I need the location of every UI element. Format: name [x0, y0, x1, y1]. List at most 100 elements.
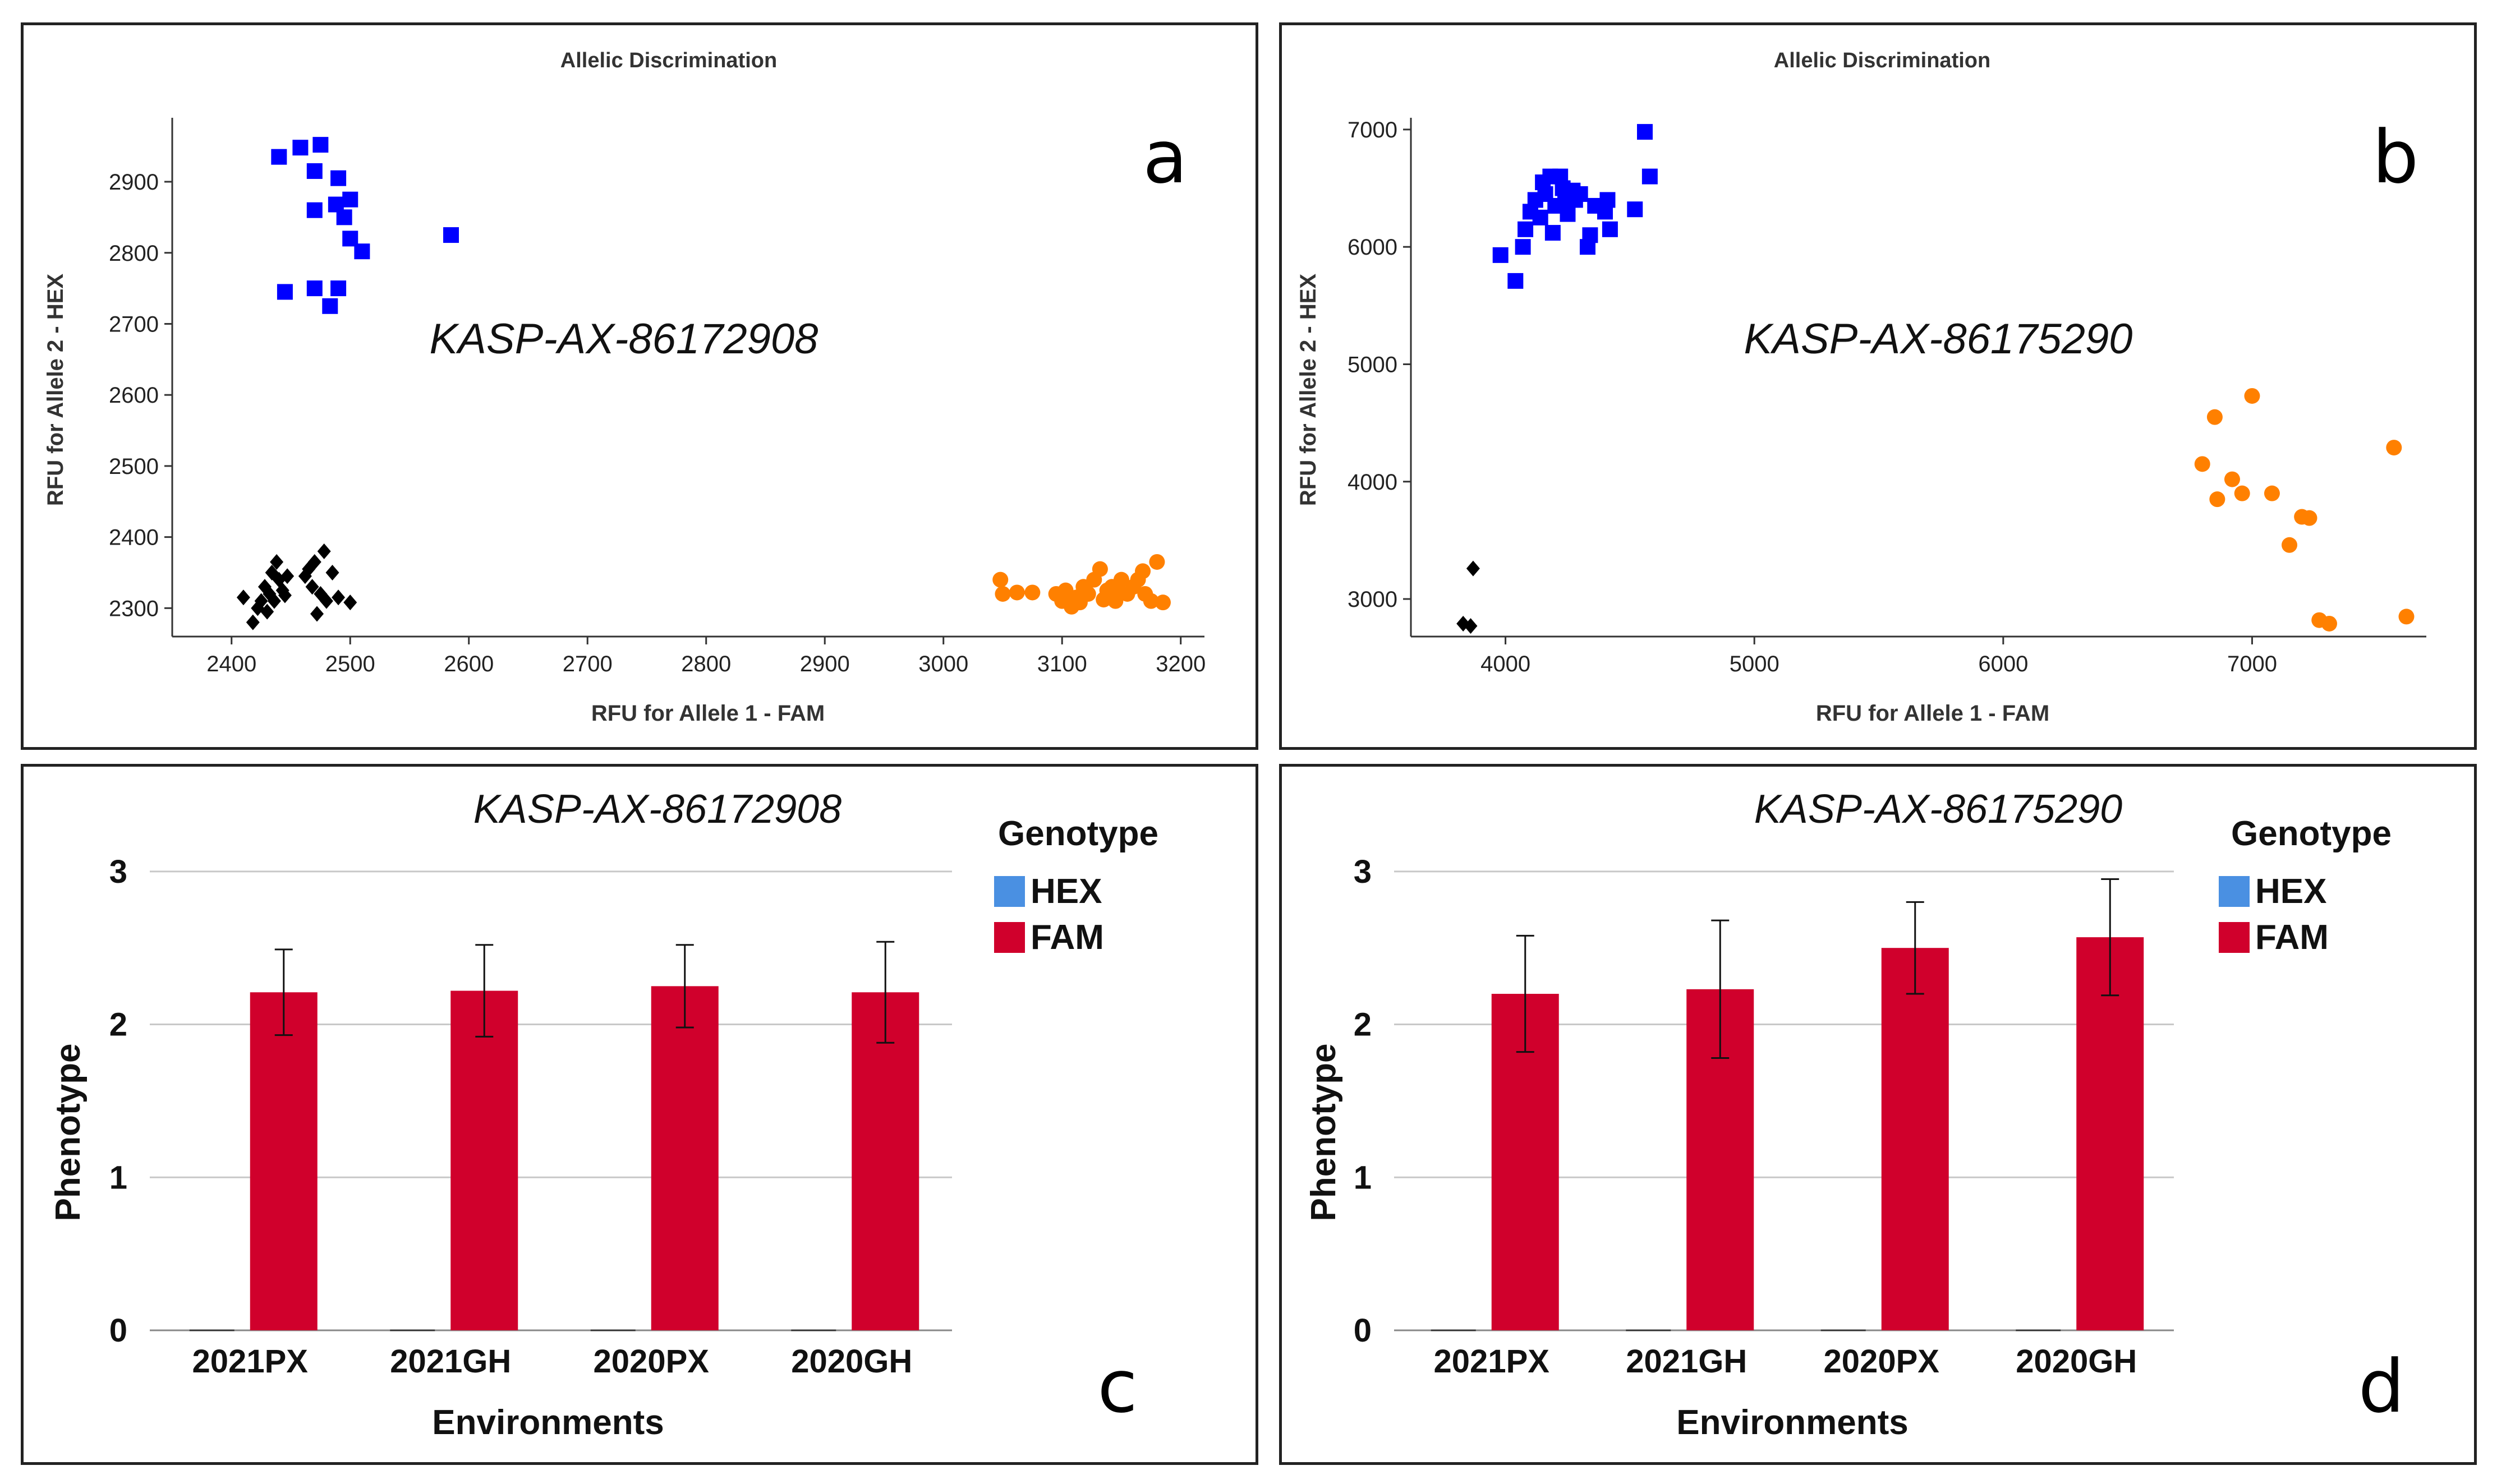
x-tick-label: 2500	[325, 652, 375, 676]
x-tick-label: 2900	[800, 652, 850, 676]
panel-letter: a	[1143, 114, 1188, 200]
fam-point	[2321, 615, 2337, 632]
panel-c-bar: KASP-AX-86172908 0 1 2 3 2021PX 2021GH 2020PX 2…	[21, 764, 1258, 1465]
fam-point	[2398, 609, 2415, 625]
scatter-chart-b: Allelic Discrimination 4000 5000 6000 7000 3…	[1296, 49, 2426, 726]
x-tick-label: 2020PX	[594, 1343, 710, 1380]
fam-bar	[1881, 948, 1949, 1330]
ntc-point	[1464, 618, 1478, 634]
x-tick-label: 2020GH	[2016, 1343, 2137, 1380]
fam-point	[992, 572, 1009, 588]
y-tick-label: 2400	[109, 526, 159, 550]
chart-title: KASP-AX-86175290	[1754, 787, 2122, 832]
y-tick-label: 0	[109, 1312, 127, 1349]
ntc-point	[343, 594, 357, 611]
panel-letter: c	[1097, 1344, 1137, 1429]
y-axis-label: Phenotype	[49, 1044, 88, 1222]
hex-point	[443, 227, 459, 243]
y-axis-label: RFU for Allele 2 - HEX	[1296, 274, 1321, 506]
y-tick-label: 2600	[109, 383, 159, 408]
hex-point	[306, 163, 323, 179]
ntc-point	[332, 589, 346, 606]
y-tick-label: 2500	[109, 454, 159, 479]
x-tick-label: 2021GH	[1626, 1343, 1747, 1380]
panel-b-scatter: Allelic Discrimination 4000 5000 6000 7000 3…	[1279, 22, 2477, 750]
fam-point	[1135, 563, 1151, 579]
x-tick-label: 6000	[1978, 652, 2028, 676]
y-tick-label: 0	[1354, 1312, 1372, 1349]
fam-point	[2224, 471, 2240, 487]
x-tick-label: 2021PX	[192, 1343, 309, 1380]
scatter-chart-a: Allelic Discrimination 2400 2500 2600 2700 2…	[43, 49, 1206, 726]
x-tick-label: 3000	[918, 652, 968, 676]
fam-point	[1143, 593, 1159, 609]
ntc-point	[270, 554, 284, 570]
y-tick-label: 3000	[1348, 587, 1397, 612]
fam-bar	[852, 992, 919, 1330]
hex-point	[1544, 225, 1561, 241]
hex-point	[1582, 227, 1598, 243]
x-tick-label: 2021GH	[390, 1343, 511, 1380]
x-tick-label: 2800	[681, 652, 731, 676]
fam-point	[2209, 491, 2225, 508]
y-tick-label: 1	[1354, 1159, 1372, 1196]
fam-point	[2386, 440, 2402, 456]
chart-title: Allelic Discrimination	[1774, 49, 1990, 72]
x-tick-label: 2020PX	[1824, 1343, 1940, 1380]
fam-bar	[2076, 937, 2144, 1330]
x-tick-label: 3200	[1156, 652, 1206, 676]
ntc-point	[317, 543, 331, 559]
hex-point	[1565, 182, 1581, 199]
fam-point	[1155, 594, 1171, 611]
y-tick-label: 1	[109, 1159, 127, 1196]
hex-point	[306, 280, 323, 297]
hex-point	[1507, 273, 1524, 289]
y-axis-label: RFU for Allele 2 - HEX	[43, 274, 68, 506]
hex-point	[1492, 247, 1509, 263]
ntc-point	[1466, 560, 1480, 577]
hex-point	[1532, 209, 1548, 225]
fam-point	[2244, 388, 2260, 404]
legend-swatch-hex	[2219, 876, 2250, 907]
y-tick-label: 2700	[109, 312, 159, 337]
y-tick-label: 2300	[109, 596, 159, 621]
x-tick-label: 2700	[563, 652, 613, 676]
hex-point	[330, 170, 347, 186]
hex-point	[306, 202, 323, 218]
hex-point	[1515, 239, 1531, 255]
legend-label-hex: HEX	[1031, 872, 1102, 911]
hex-point	[1535, 174, 1551, 191]
chart-title: KASP-AX-86172908	[473, 787, 841, 832]
x-axis-label: Environments	[432, 1403, 664, 1442]
hex-point	[1560, 206, 1576, 222]
x-tick-label: 2021PX	[1434, 1343, 1550, 1380]
x-tick-label: 5000	[1730, 652, 1779, 676]
hex-point	[1627, 201, 1643, 218]
ntc-point	[325, 564, 339, 580]
hex-point	[1517, 221, 1534, 237]
ntc-point	[278, 587, 292, 603]
y-tick-label: 3	[1354, 854, 1372, 890]
ntc-point	[280, 568, 295, 584]
ntc-point	[310, 606, 324, 622]
panel-d-bar: KASP-AX-86175290 0 1 2 3 2021PX 2021GH 2020PX 2…	[1279, 764, 2477, 1465]
legend: HEX FAM	[994, 872, 1104, 957]
x-axis-label: RFU for Allele 1 - FAM	[1816, 701, 2049, 726]
hex-point	[1602, 221, 1618, 237]
bar-chart-c: KASP-AX-86172908 0 1 2 3 2021PX 2021GH 2020PX 2…	[49, 787, 1158, 1442]
x-axis-label: RFU for Allele 1 - FAM	[591, 701, 825, 726]
legend-swatch-fam	[2219, 922, 2250, 953]
panel-letter: d	[2358, 1344, 2405, 1429]
fam-point	[2234, 485, 2250, 501]
x-tick-label: 2020GH	[791, 1343, 912, 1380]
ntc-point	[307, 554, 321, 570]
y-tick-label: 2900	[109, 170, 159, 195]
ntc-point	[319, 593, 333, 609]
ntc-point	[246, 614, 260, 630]
bar-chart-d: KASP-AX-86175290 0 1 2 3 2021PX 2021GH 2020PX 2…	[1304, 787, 2405, 1442]
fam-point	[1107, 593, 1124, 609]
x-axis-label: Environments	[1676, 1403, 1908, 1442]
fam-point	[2194, 456, 2210, 472]
y-tick-label: 4000	[1348, 470, 1397, 495]
hex-point	[354, 243, 370, 260]
